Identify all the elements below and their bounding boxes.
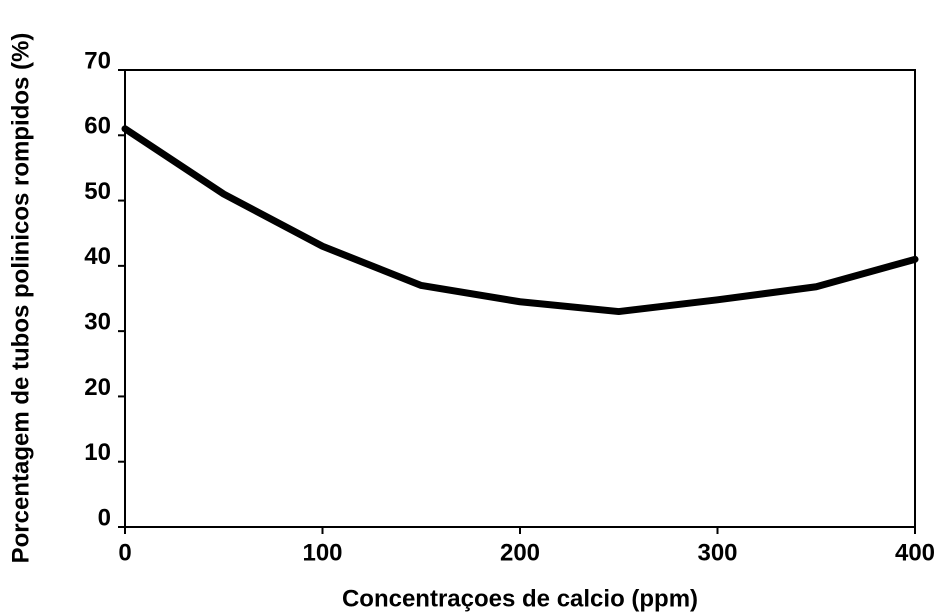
y-tick-label: 30 [84, 308, 111, 335]
x-axis-label: Concentraçoes de calcio (ppm) [342, 585, 698, 612]
y-tick-label: 70 [84, 47, 111, 74]
y-tick-label: 10 [84, 439, 111, 466]
x-tick-label: 400 [895, 539, 935, 566]
y-tick-label: 20 [84, 374, 111, 401]
data-line [121, 125, 919, 316]
x-tick-label: 0 [118, 539, 131, 566]
y-tick-label: 50 [84, 178, 111, 205]
y-axis-label: Porcentagem de tubos polinicos rompidos … [7, 33, 34, 564]
y-tick-label: 40 [84, 243, 111, 270]
x-tick-label: 100 [302, 539, 342, 566]
y-tick-label: 0 [98, 504, 111, 531]
y-tick-label: 60 [84, 113, 111, 140]
x-tick-label: 200 [500, 539, 540, 566]
x-tick-label: 300 [697, 539, 737, 566]
